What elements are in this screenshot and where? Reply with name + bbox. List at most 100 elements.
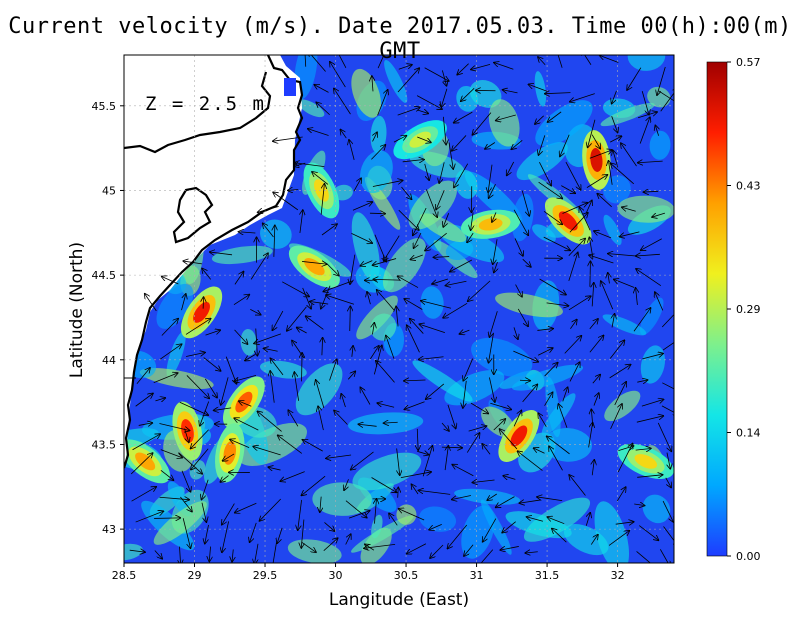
velocity-arrow <box>468 426 487 432</box>
velocity-arrow <box>547 517 565 525</box>
velocity-arrow <box>160 449 182 458</box>
velocity-arrow <box>302 475 326 495</box>
velocity-arrow <box>416 95 442 109</box>
velocity-arrow <box>436 190 445 209</box>
velocity-arrow <box>326 454 352 458</box>
velocity-arrow <box>384 235 400 261</box>
velocity-arrow <box>398 209 419 230</box>
velocity-arrow <box>404 299 423 310</box>
velocity-arrow <box>253 447 281 456</box>
velocity-arrow <box>522 258 531 267</box>
velocity-arrow <box>186 375 209 398</box>
velocity-arrow <box>447 404 456 428</box>
velocity-arrow <box>543 210 562 224</box>
velocity-arrow <box>580 207 591 231</box>
velocity-arrow <box>608 531 629 546</box>
velocity-arrow <box>186 352 205 357</box>
velocity-arrow <box>660 549 670 563</box>
velocity-arrow <box>400 472 431 479</box>
velocity-arrow <box>288 190 299 191</box>
velocity-arrow <box>609 161 613 185</box>
velocity-arrow <box>372 76 373 92</box>
velocity-arrow <box>326 295 355 305</box>
velocity-arrow <box>234 329 248 344</box>
velocity-arrow <box>482 444 491 455</box>
velocity-arrow <box>515 284 522 297</box>
velocity-arrow <box>234 374 257 381</box>
velocity-arrow <box>398 65 412 70</box>
velocity-arrow <box>662 341 674 351</box>
velocity-arrow <box>534 448 545 454</box>
plot-frame <box>123 54 675 564</box>
velocity-arrow <box>636 288 638 306</box>
velocity-arrow <box>205 330 221 336</box>
velocity-arrow <box>153 373 178 384</box>
velocity-arrow <box>191 429 209 449</box>
speed-patch <box>166 331 186 378</box>
velocity-arrow <box>661 313 674 328</box>
velocity-arrow <box>402 160 424 162</box>
velocity-arrow <box>568 296 591 311</box>
velocity-arrow <box>371 145 385 160</box>
y-tick-label: 43 <box>102 523 116 536</box>
velocity-arrow <box>490 402 511 409</box>
depth-label: Z = 2.5 m <box>145 93 266 115</box>
velocity-arrow <box>352 202 372 211</box>
velocity-arrow <box>548 111 562 122</box>
velocity-arrow <box>308 55 326 72</box>
velocity-arrow <box>295 163 325 168</box>
velocity-arrow <box>361 260 373 266</box>
velocity-arrow <box>136 368 150 385</box>
velocity-arrow <box>452 465 474 477</box>
velocity-arrow <box>601 281 614 310</box>
speed-patch <box>456 85 479 112</box>
velocity-arrow <box>616 487 625 502</box>
velocity-arrow <box>588 423 593 448</box>
x-tick-label: 28.5 <box>112 569 137 582</box>
velocity-arrow <box>471 212 473 230</box>
velocity-arrow <box>410 319 424 334</box>
velocity-arrow <box>636 416 663 423</box>
velocity-arrow <box>590 261 591 287</box>
velocity-arrow <box>180 546 181 563</box>
velocity-arrow <box>614 279 635 288</box>
speed-hotspot <box>634 454 658 469</box>
velocity-arrow <box>639 525 658 541</box>
velocity-arrow <box>398 488 399 498</box>
velocity-arrow <box>245 354 256 360</box>
velocity-arrow <box>585 513 590 526</box>
velocity-arrow <box>493 239 498 264</box>
velocity-arrow <box>250 522 257 542</box>
velocity-arrow <box>657 66 666 95</box>
velocity-arrow <box>154 550 162 558</box>
velocity-arrow <box>639 117 650 144</box>
velocity-arrow <box>318 406 324 431</box>
velocity-arrow <box>132 434 160 451</box>
velocity-arrow <box>546 303 569 306</box>
velocity-arrow <box>544 363 558 377</box>
speed-patch <box>617 195 674 223</box>
velocity-arrow <box>655 292 664 311</box>
velocity-arrow <box>636 254 660 256</box>
velocity-arrow <box>592 375 600 384</box>
velocity-arrow <box>348 511 369 519</box>
velocity-arrow <box>569 362 580 382</box>
velocity-arrow <box>386 336 395 359</box>
velocity-arrow <box>389 513 398 526</box>
velocity-arrow <box>589 319 598 330</box>
speed-patch <box>603 175 631 204</box>
velocity-arrow <box>396 307 398 327</box>
velocity-arrow <box>202 479 209 500</box>
velocity-arrow <box>538 413 547 427</box>
velocity-arrow <box>537 348 552 356</box>
velocity-arrow <box>419 357 444 360</box>
velocity-arrow <box>353 178 361 192</box>
land-polygon <box>124 55 302 470</box>
velocity-arrow <box>377 55 385 69</box>
velocity-arrow <box>615 522 634 524</box>
velocity-arrow <box>569 213 588 233</box>
speed-patch <box>370 313 397 341</box>
velocity-arrow <box>472 480 495 483</box>
velocity-arrow <box>178 452 203 474</box>
velocity-arrow <box>448 524 468 548</box>
